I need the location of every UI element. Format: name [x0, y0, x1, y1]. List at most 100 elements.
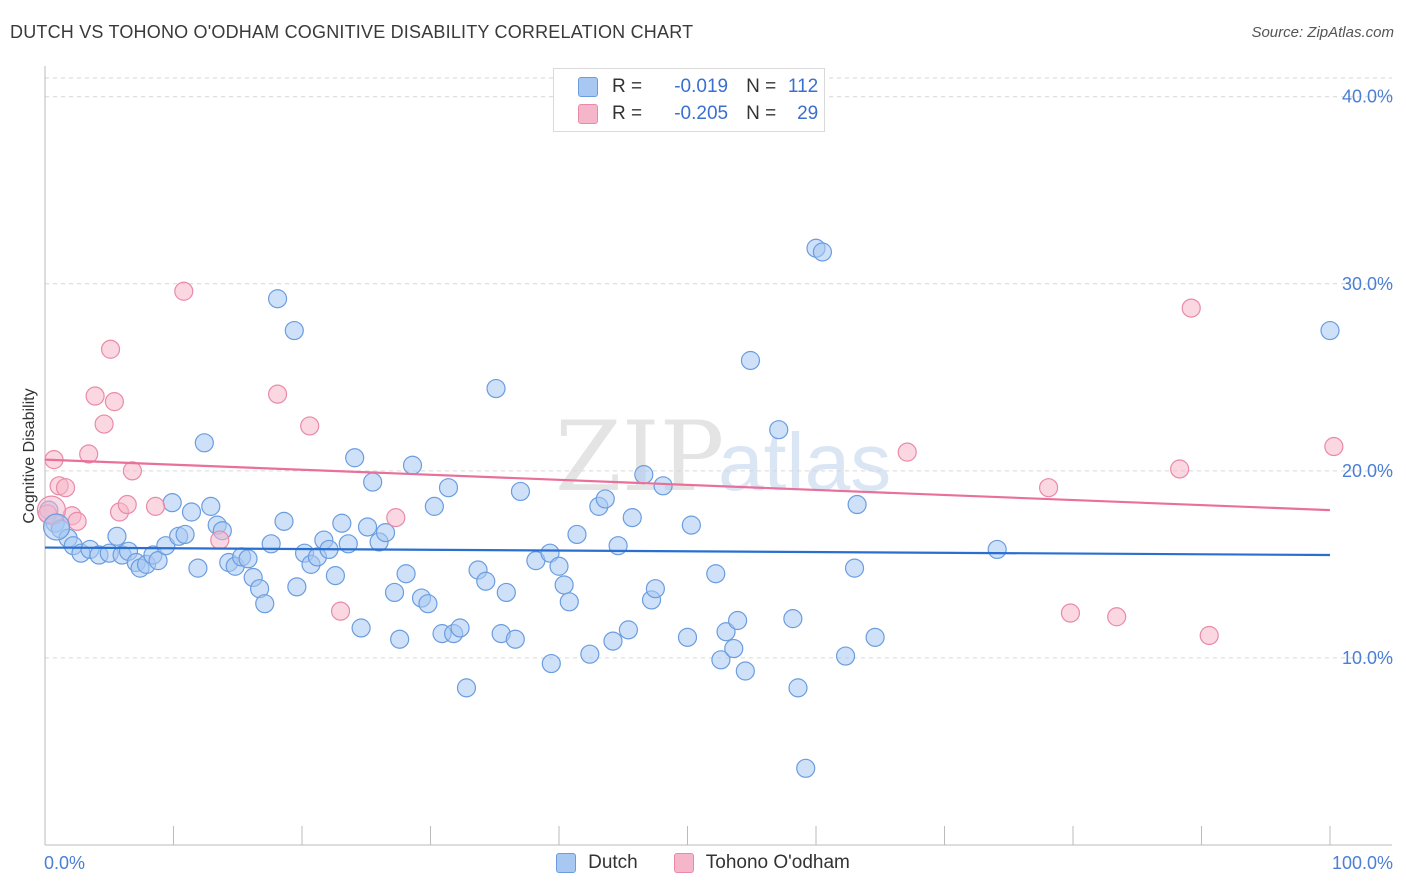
dutch-point: [580, 644, 600, 664]
series-legend-dutch[interactable]: Dutch: [556, 852, 638, 874]
series-swatch-tohono: [673, 853, 694, 873]
dutch-point: [1320, 320, 1340, 341]
dutch-point: [274, 511, 294, 531]
tohono-point: [100, 339, 121, 359]
legend-n-value: 112: [787, 76, 819, 97]
dutch-point: [363, 472, 383, 492]
dutch-point: [156, 536, 176, 556]
dutch-point: [162, 493, 182, 513]
dutch-point: [554, 575, 574, 595]
y-tick-label: 10.0%: [1342, 648, 1393, 668]
series-legend-tohono[interactable]: Tohono O'odham: [673, 852, 850, 874]
dutch-point: [238, 549, 258, 569]
tohono-point: [300, 416, 320, 436]
dutch-point: [634, 464, 654, 485]
tohono-point: [145, 496, 166, 516]
dutch-point: [677, 627, 698, 647]
dutch-point: [681, 515, 701, 535]
legend-r-label: R =: [612, 76, 643, 97]
series-label-dutch: Dutch: [588, 852, 638, 873]
dutch-point: [541, 653, 561, 674]
dutch-point: [351, 618, 371, 638]
dutch-point: [735, 661, 755, 681]
tohono-point: [1170, 459, 1190, 479]
tohono-point: [1199, 625, 1219, 646]
dutch-point: [987, 539, 1007, 560]
dutch-point: [424, 496, 444, 516]
dutch-point: [345, 448, 365, 468]
dutch-point: [188, 558, 208, 578]
dutch-point: [175, 524, 195, 545]
tohono-point: [55, 478, 76, 498]
tohono-trend-line: [44, 458, 1331, 512]
dutch-point: [486, 378, 506, 399]
dutch-point: [844, 558, 865, 578]
legend-row-dutch: R = -0.019 N = 112: [578, 75, 818, 99]
dutch-point: [181, 502, 202, 522]
dutch-point: [107, 526, 127, 546]
tohono-point: [1060, 603, 1081, 623]
x-tick-label-min: 0.0%: [44, 853, 85, 873]
dutch-point: [194, 433, 214, 453]
dutch-point: [390, 629, 410, 649]
dutch-point: [724, 638, 744, 659]
dutch-point: [549, 556, 569, 576]
dutch-point: [255, 594, 275, 614]
tohono-point: [1181, 298, 1201, 318]
legend-swatch-tohono: [578, 104, 598, 124]
legend-r-value: -0.205: [674, 103, 729, 124]
dutch-trend-line: [44, 546, 1331, 557]
legend-r-label: R =: [612, 103, 643, 124]
legend-n-value: 29: [797, 103, 819, 124]
dutch-point: [595, 489, 615, 509]
source-label: Source: ZipAtlas.com: [1251, 24, 1394, 41]
dutch-cluster-point: [42, 513, 71, 541]
dutch-point: [769, 420, 789, 440]
dutch-point: [728, 610, 748, 631]
legend-swatch-dutch: [578, 77, 598, 97]
dutch-point: [148, 551, 168, 571]
dutch-point: [788, 678, 808, 698]
tohono-point: [85, 386, 105, 406]
tohono-point: [79, 444, 99, 464]
watermark-atlas: atlas: [718, 417, 891, 508]
tohono-point: [1324, 436, 1344, 457]
legend-n-label: N =: [746, 103, 777, 124]
dutch-point: [567, 524, 587, 545]
dutch-point: [332, 513, 352, 533]
dutch-point: [645, 579, 665, 599]
dutch-point: [505, 629, 525, 649]
tohono-point: [94, 414, 114, 434]
dutch-point: [510, 481, 531, 502]
y-tick-label: 40.0%: [1342, 87, 1393, 107]
tohono-point: [897, 442, 917, 462]
tohono-point: [117, 494, 137, 515]
dutch-point: [267, 289, 288, 309]
dutch-point: [559, 592, 579, 612]
y-tick-label: 20.0%: [1342, 461, 1393, 481]
dutch-point: [706, 564, 726, 584]
dutch-point: [456, 678, 477, 698]
dutch-point: [865, 627, 885, 647]
dutch-point: [384, 582, 405, 603]
correlation-legend: R = -0.019 N = 112 R = -0.205 N = 29: [553, 68, 825, 132]
tohono-point: [210, 530, 230, 550]
dutch-point: [812, 242, 833, 262]
tohono-point: [330, 601, 351, 621]
dutch-point: [438, 478, 459, 498]
tohono-point: [1107, 607, 1127, 627]
dutch-point: [402, 455, 423, 475]
dutch-point: [847, 494, 867, 515]
legend-row-tohono: R = -0.205 N = 29: [578, 102, 818, 126]
tohono-point: [386, 508, 406, 528]
tohono-point: [67, 511, 87, 531]
dutch-point: [716, 622, 736, 642]
dutch-point: [418, 594, 438, 614]
dutch-point: [287, 577, 307, 597]
legend-r-value: -0.019: [674, 76, 729, 97]
dutch-point: [375, 522, 396, 543]
dutch-point: [476, 571, 496, 591]
watermark-zip: ZIP: [555, 401, 724, 513]
tohono-point: [174, 281, 194, 301]
